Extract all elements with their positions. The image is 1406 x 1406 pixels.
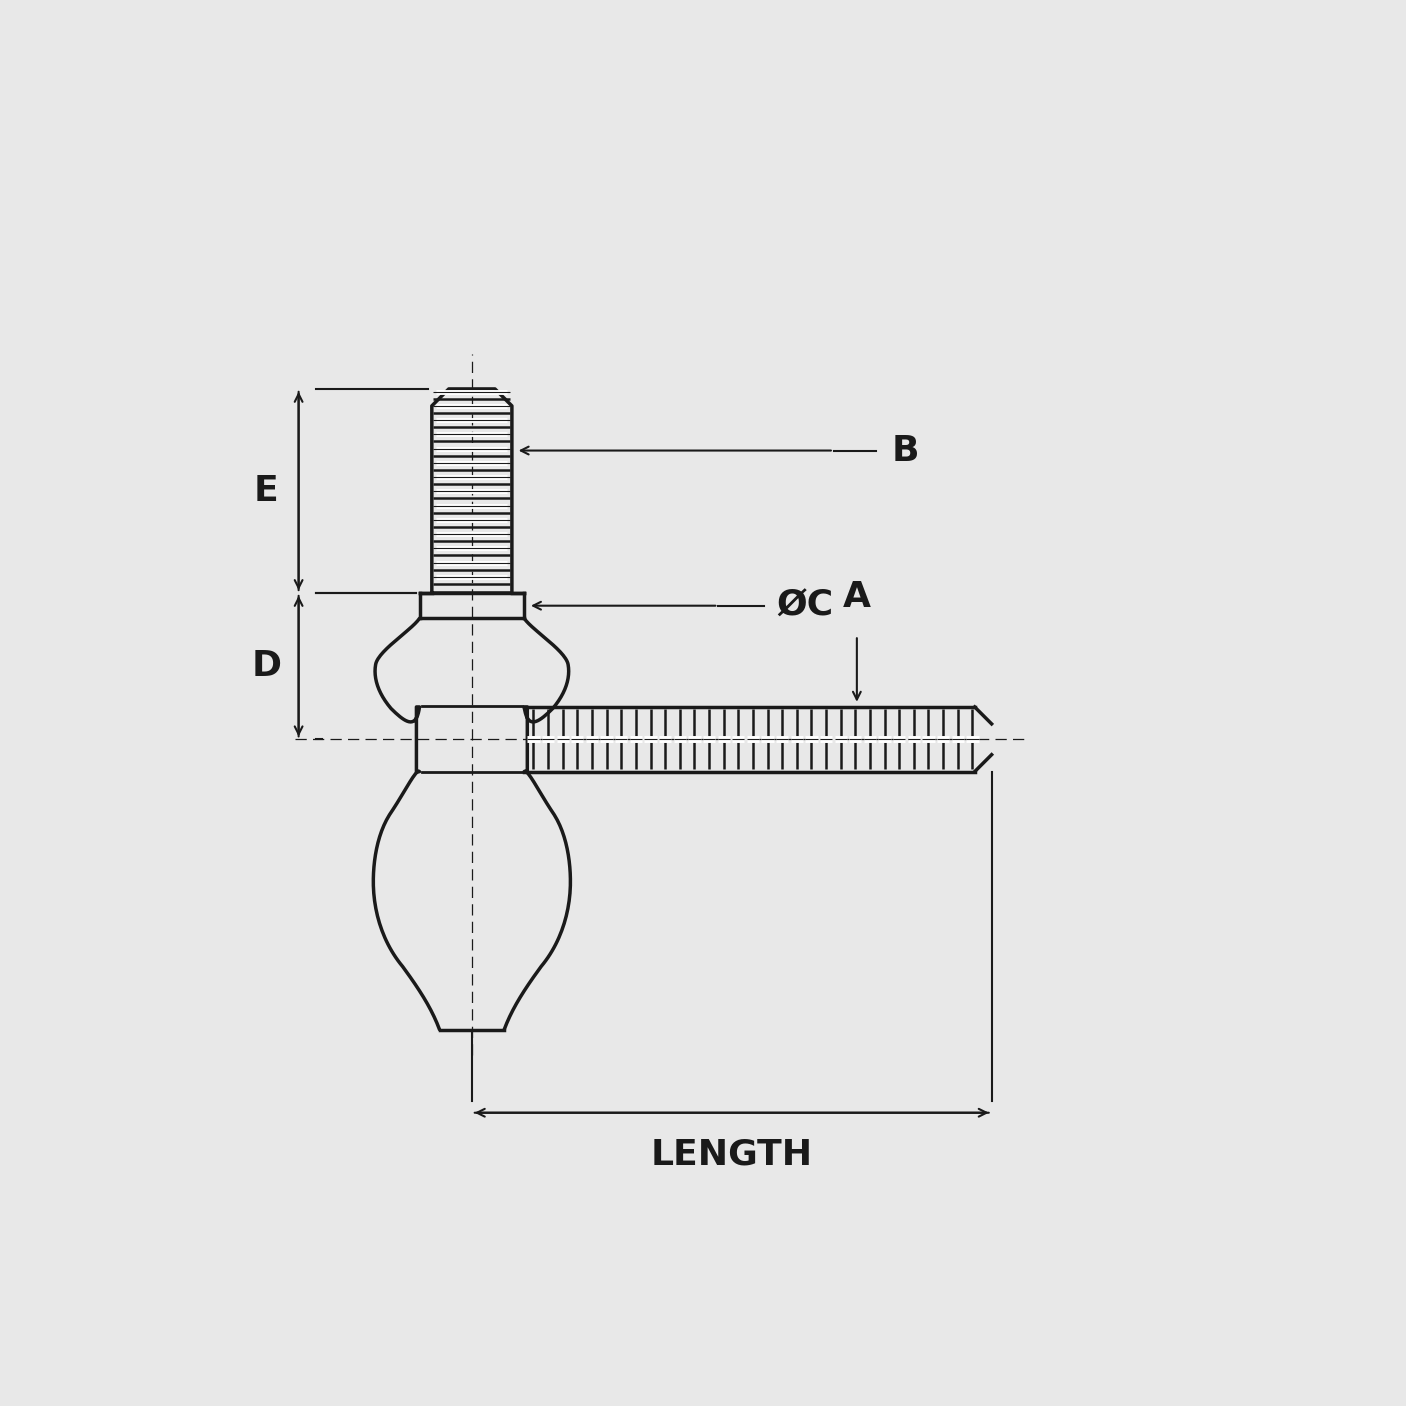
Text: A: A xyxy=(842,579,870,614)
Text: E: E xyxy=(254,474,278,508)
Text: B: B xyxy=(891,433,920,468)
Text: ØC: ØC xyxy=(776,589,834,623)
Text: D: D xyxy=(252,650,281,683)
Text: LENGTH: LENGTH xyxy=(651,1137,813,1171)
